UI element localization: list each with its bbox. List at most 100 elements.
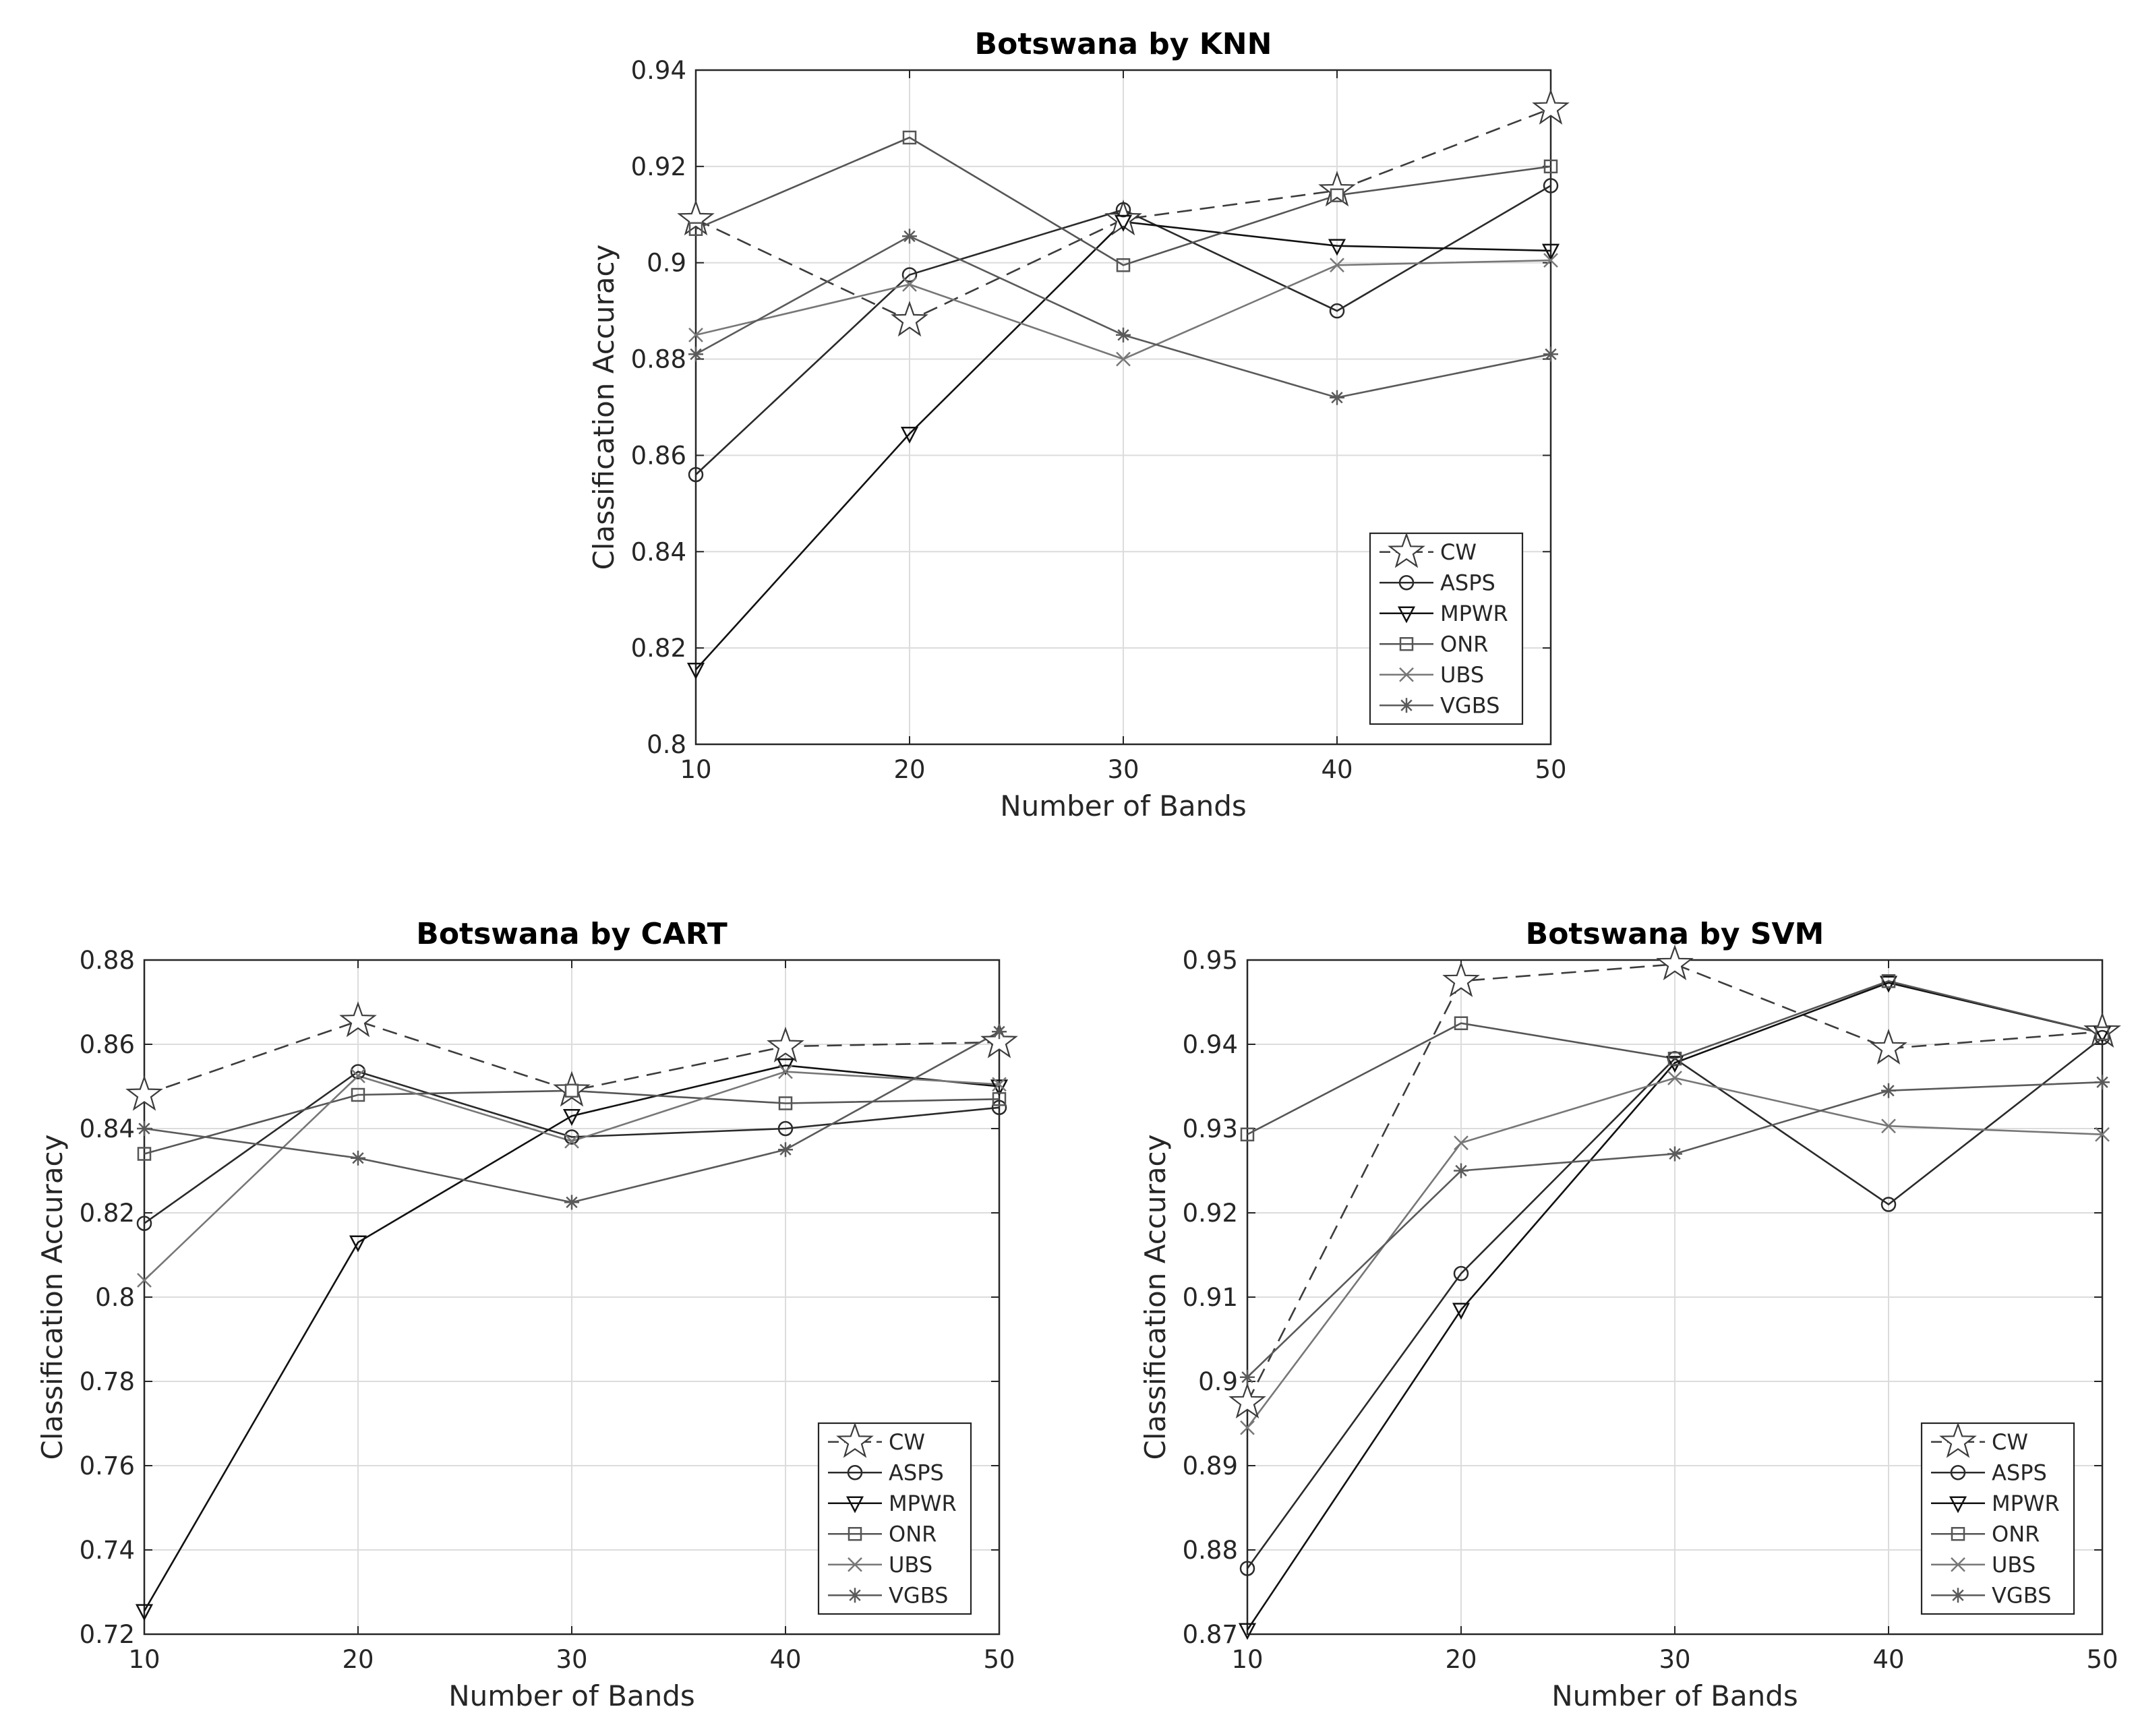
point-onr [992,1092,1007,1106]
point-ubs [902,276,917,292]
chart-3: 10 20 30 40 50 0.87 0.88 0.89 0.9 0.91 0.92 0.93 0.9… [1139,917,2121,1712]
point-vgbs [992,1024,1007,1040]
point-mpwr [1114,214,1133,232]
y-tick-label: 0.88 [80,946,135,975]
legend-marker-mpwr [1949,1496,1967,1514]
chart-2: 10 20 30 40 50 0.72 0.74 0.76 0.78 0.8 0.82 0.84 0.8… [36,917,1018,1712]
point-onr [137,1147,152,1161]
point-ubs [688,327,703,342]
x-axis-label: Number of Bands [448,1679,695,1712]
x-tick-label: 50 [983,1645,1015,1674]
legend-marker-ubs [848,1557,862,1572]
point-asps [1453,1265,1469,1282]
point-ubs [1667,1071,1682,1085]
point-onr [688,222,703,236]
point-ubs [1240,1420,1255,1435]
point-cw [1870,1028,1907,1065]
y-tick-label: 0.74 [80,1536,135,1565]
legend-marker-onr [1399,637,1414,651]
y-tick-label: 0.88 [631,345,686,374]
x-tick-label: 10 [1231,1645,1263,1674]
point-cw [125,1075,163,1111]
x-tick-label: 20 [893,755,925,784]
chart-title: Botswana by CART [416,917,727,951]
y-tick-label: 0.87 [1183,1620,1238,1649]
point-cw [1228,1383,1266,1418]
point-onr [2095,1026,2110,1040]
point-onr [902,130,917,145]
point-mpwr [1541,243,1560,261]
y-tick-label: 0.78 [80,1367,135,1396]
point-cw [767,1026,804,1062]
point-vgbs [688,347,703,362]
point-cw [891,301,928,337]
point-cw [1656,944,1694,980]
legend-marker-asps [1398,575,1415,591]
y-tick-label: 0.94 [631,56,686,85]
y-tick-label: 0.88 [1183,1536,1238,1565]
legend-label-onr: ONR [1440,631,1488,657]
point-mpwr [1879,976,1898,993]
point-mpwr [349,1235,367,1253]
point-asps [564,1129,580,1145]
y-tick-label: 0.82 [80,1199,135,1228]
y-tick-label: 0.9 [647,249,686,278]
point-vgbs [1330,390,1344,405]
y-tick-label: 0.95 [1183,946,1238,975]
point-asps [1543,178,1559,193]
legend-box [1369,532,1524,725]
chart-title: Botswana by KNN [975,27,1272,61]
point-onr [1667,1052,1682,1066]
y-tick-label: 0.8 [95,1283,135,1312]
point-ubs [137,1273,152,1288]
x-tick-label: 30 [1107,755,1139,784]
legend-label-asps: ASPS [1992,1460,2047,1485]
point-ubs [351,1068,365,1083]
chart-1: 10 20 30 40 50 0.8 0.82 0.84 0.86 0.88 0.9 0.92 0.94… [587,27,1570,822]
legend: CW ASPS MPWR ONR UBS VGBS [817,1422,972,1615]
legend-marker-mpwr [846,1496,864,1514]
series-line-mpwr [143,1064,1000,1612]
point-ubs [564,1133,579,1149]
y-tick-label: 0.89 [1183,1451,1238,1480]
point-vgbs [1116,327,1131,342]
legend-label-vgbs: VGBS [1440,692,1500,718]
legend-marker-vgbs [848,1588,862,1603]
point-ubs [778,1064,793,1079]
point-onr [1240,1127,1255,1141]
series-line-cw [144,1020,1000,1096]
y-tick-label: 0.94 [1183,1030,1238,1059]
point-asps [136,1216,152,1231]
point-mpwr [686,663,705,680]
y-axis-label: Classification Accuracy [36,1135,69,1460]
point-cw [553,1071,591,1107]
x-tick-label: 50 [2086,1645,2118,1674]
legend-label-vgbs: VGBS [1992,1582,2051,1608]
legend-label-ubs: UBS [1440,662,1484,688]
legend-marker-ubs [1399,667,1414,682]
legend-marker-cw [836,1422,874,1458]
point-onr [351,1087,365,1102]
legend-label-cw: CW [1992,1429,2028,1455]
point-asps [1880,1197,1897,1212]
point-cw [677,200,715,236]
y-tick-label: 0.8 [647,730,686,759]
point-vgbs [1667,1146,1682,1162]
point-mpwr [562,1109,581,1126]
point-vgbs [137,1121,152,1136]
series-line-asps [144,1071,1000,1224]
point-asps [991,1100,1007,1115]
point-mpwr [1328,239,1346,256]
point-asps [1239,1561,1255,1576]
x-axis-label: Number of Bands [1000,789,1247,822]
legend-marker-ubs [1951,1557,1965,1572]
legend-marker-onr [848,1527,862,1541]
x-tick-label: 40 [769,1645,801,1674]
x-tick-label: 40 [1872,1645,1904,1674]
legend-label-ubs: UBS [889,1552,932,1578]
point-mpwr [900,427,919,444]
legend-box [817,1422,972,1615]
y-tick-label: 0.93 [1183,1114,1238,1143]
legend-marker-asps [847,1465,863,1480]
